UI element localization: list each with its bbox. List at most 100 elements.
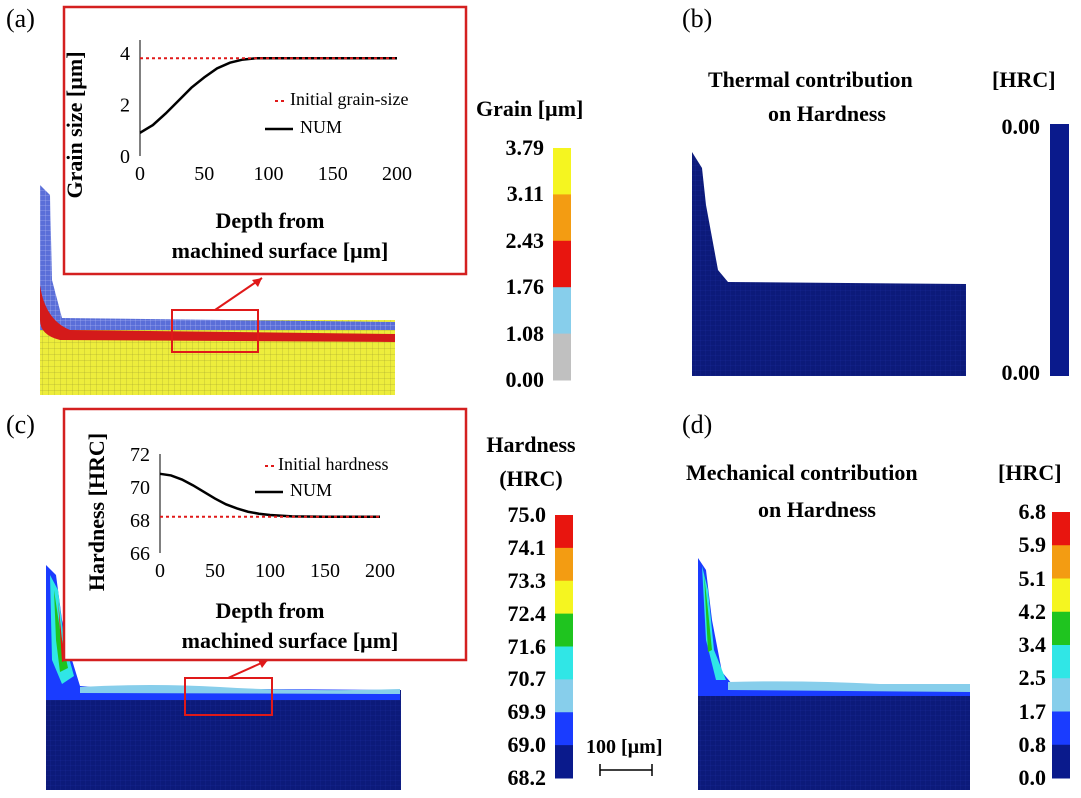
inset-a-xtick: 150: [318, 163, 348, 185]
colorbar-c-segment: [555, 580, 573, 615]
panel-d-title-1: Mechanical contribution: [686, 460, 918, 485]
colorbar-d-tick: 5.1: [1018, 565, 1047, 591]
colorbar-a-tick: 2.43: [505, 227, 545, 253]
inset-c-legend-solid: NUM: [290, 480, 333, 500]
colorbar-d-segment: [1052, 678, 1070, 712]
inset-c-frame: [62, 407, 468, 662]
inset-a-legend-solid: NUM: [300, 117, 343, 137]
panel-a-mesh: [40, 185, 395, 395]
panel-b-mesh: [692, 152, 966, 376]
inset-a-xtick: 50: [194, 163, 214, 185]
inset-c-legend-dotted: Initial hardness: [278, 454, 389, 474]
inset-a-xtick: 200: [382, 163, 412, 185]
panel-label-a: (a): [6, 4, 35, 33]
inset-c-xtick: 0: [155, 560, 165, 582]
inset-a-ytick: 0: [120, 146, 130, 168]
inset-a-xtick: 100: [254, 163, 284, 185]
inset-c-xlabel-2: machined surface [µm]: [181, 628, 399, 653]
panel-label-c: (c): [6, 410, 35, 439]
inset-c-xtick: 100: [255, 560, 285, 582]
colorbar-a-segment: [553, 194, 571, 242]
inset-a-ytick: 2: [120, 94, 130, 116]
colorbar-c-tick: 73.3: [507, 567, 547, 593]
colorbar-c-title-2: (HRC): [499, 466, 563, 491]
panel-d-mesh: [698, 558, 970, 790]
panel-label-d: (d): [682, 410, 713, 439]
colorbar-c-tick: 69.9: [507, 699, 547, 725]
colorbar-c-tick: 71.6: [507, 633, 547, 659]
colorbar-d-segment: [1052, 611, 1070, 646]
inset-c-plot: 72 70 68 660 50 100 150 200: [130, 444, 395, 582]
panel-b-unit: [HRC]: [992, 67, 1056, 92]
inset-a-frame: [62, 5, 468, 276]
colorbar-c-tick: 75.0: [507, 502, 547, 527]
colorbar-d-segment: [1052, 545, 1070, 579]
colorbar-c-tick: 70.7: [507, 666, 547, 692]
panel-b-title-1: Thermal contribution: [708, 67, 913, 92]
colorbar-d-tick: 5.9: [1018, 532, 1047, 558]
colorbar-a-tick: 1.08: [505, 320, 545, 346]
colorbar-a: [553, 148, 571, 381]
inset-a-xtick: 0: [135, 163, 145, 185]
colorbar-c-tick: 68.2: [507, 765, 547, 790]
colorbar-d-segment: [1052, 711, 1070, 746]
colorbar-d-tick: 0.8: [1018, 731, 1047, 757]
colorbar-d-tick: 4.2: [1018, 598, 1047, 624]
colorbar-d-tick: 2.5: [1018, 665, 1047, 691]
colorbar-a-tick: 3.79: [505, 135, 545, 160]
colorbar-c-segment: [555, 712, 573, 746]
colorbar-c-segment: [555, 547, 573, 582]
panel-d-unit: [HRC]: [998, 460, 1062, 485]
colorbar-a-title: Grain [µm]: [476, 96, 584, 121]
inset-a-ylabel: Grain size [µm]: [62, 51, 87, 199]
colorbar-a-segment: [553, 240, 571, 288]
colorbar-c-segment: [555, 679, 573, 713]
inset-a-legend-dotted: Initial grain-size: [290, 89, 409, 109]
panel-d-title-2: on Hardness: [758, 497, 876, 522]
colorbar-c-tick: 69.0: [507, 732, 547, 758]
inset-c-ytick: 68: [130, 510, 150, 532]
inset-c-ytick: 70: [130, 477, 150, 499]
colorbar-c-tick: 72.4: [507, 600, 547, 626]
colorbar-c-tick: 74.1: [507, 534, 547, 560]
panel-b-title-2: on Hardness: [768, 101, 886, 126]
inset-a-xlabel-1: Depth from: [215, 208, 325, 233]
colorbar-a-tick: 1.76: [505, 274, 545, 300]
colorbar-c-segment: [555, 613, 573, 647]
colorbar-d-segment: [1052, 578, 1070, 613]
colorbar-c-segment: [555, 646, 573, 680]
panel-label-b: (b): [682, 4, 713, 33]
colorbar-d-tick: 3.4: [1018, 632, 1047, 657]
colorbar-a-tick: 0.00: [505, 367, 545, 392]
inset-a-ytick: 4: [120, 43, 130, 65]
colorbar-b: [1050, 124, 1069, 376]
colorbar-d-tick: 6.8: [1018, 499, 1047, 524]
colorbar-d-segment: [1052, 744, 1070, 779]
colorbar-b-top: 0.00: [1001, 114, 1041, 139]
colorbar-c-segment: [555, 515, 573, 549]
inset-c-ytick: 66: [130, 543, 150, 565]
inset-a-xlabel-2: machined surface [µm]: [171, 238, 389, 263]
colorbar-a-segment: [553, 287, 571, 335]
colorbar-d-segment: [1052, 645, 1070, 679]
colorbar-a-segment: [553, 333, 571, 381]
colorbar-d: [1052, 512, 1070, 779]
inset-c-ytick: 72: [130, 444, 150, 466]
inset-c-xlabel-1: Depth from: [215, 598, 325, 623]
colorbar-d-tick: 0.0: [1018, 765, 1047, 790]
colorbar-b-bottom: 0.00: [1001, 360, 1041, 385]
colorbar-a-segment: [553, 148, 571, 195]
inset-c-xtick: 150: [310, 560, 340, 582]
inset-c-ylabel: Hardness [HRC]: [84, 432, 109, 592]
inset-c-xtick: 200: [365, 560, 395, 582]
scale-bar: [599, 764, 653, 776]
colorbar-c-segment: [555, 745, 573, 779]
colorbar-c-title-1: Hardness: [486, 432, 576, 457]
colorbar-a-tick: 3.11: [506, 181, 544, 207]
colorbar-d-tick: 1.7: [1018, 698, 1047, 724]
colorbar-d-segment: [1052, 512, 1070, 546]
inset-c-xtick: 50: [205, 560, 225, 582]
series-num: [139, 57, 397, 134]
